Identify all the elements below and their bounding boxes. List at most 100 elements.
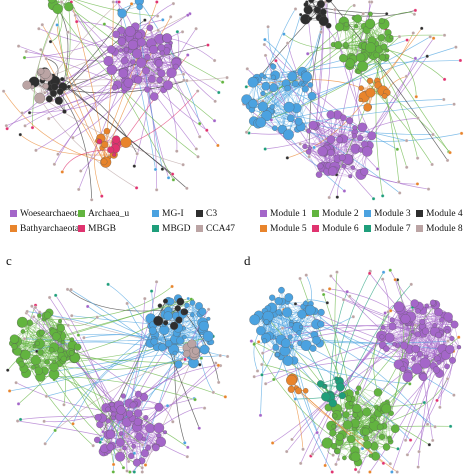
node: [343, 22, 349, 28]
node: [376, 423, 384, 431]
node: [438, 405, 442, 410]
node: [176, 297, 185, 306]
edge: [271, 111, 345, 192]
node: [327, 195, 331, 200]
node: [154, 188, 159, 192]
node: [388, 308, 393, 313]
node: [342, 455, 347, 461]
node: [37, 313, 42, 318]
node: [404, 165, 409, 170]
edge: [350, 325, 416, 440]
edge: [265, 117, 344, 150]
node: [156, 28, 160, 33]
node: [62, 109, 67, 114]
node: [452, 102, 456, 106]
node: [357, 122, 368, 133]
node: [94, 413, 102, 421]
node: [331, 424, 336, 429]
node: [361, 427, 370, 436]
node: [371, 197, 376, 201]
edge: [265, 334, 418, 385]
node: [261, 81, 271, 91]
node: [378, 54, 386, 61]
node: [172, 350, 178, 356]
node: [408, 438, 413, 442]
node: [170, 321, 179, 330]
edge: [358, 316, 449, 473]
node: [321, 288, 325, 292]
node: [336, 457, 341, 462]
node: [186, 445, 190, 450]
node: [125, 469, 129, 473]
node: [317, 320, 325, 328]
node: [317, 146, 328, 157]
node: [172, 63, 179, 70]
edge: [270, 110, 407, 141]
node: [445, 377, 450, 381]
node: [295, 387, 302, 395]
node: [426, 187, 431, 191]
node: [149, 45, 159, 55]
legend-label: Module 7: [374, 224, 411, 234]
node: [133, 409, 143, 418]
node: [22, 55, 27, 60]
node: [45, 95, 53, 103]
edge: [392, 325, 435, 327]
node: [352, 3, 356, 8]
node: [16, 316, 28, 328]
edge: [336, 148, 356, 198]
node: [52, 162, 57, 167]
legend-swatch: [312, 225, 319, 232]
node: [397, 34, 402, 39]
edge: [102, 300, 166, 432]
node: [263, 53, 268, 58]
node: [82, 335, 86, 340]
node: [140, 470, 144, 474]
node: [416, 465, 420, 469]
node: [419, 357, 431, 369]
legend-swatch: [152, 225, 159, 232]
node: [272, 377, 276, 382]
node: [166, 67, 177, 78]
edge: [329, 271, 371, 398]
node: [342, 411, 350, 419]
edge: [135, 426, 143, 473]
node: [351, 133, 358, 139]
node: [255, 117, 267, 128]
node: [413, 8, 418, 13]
node: [213, 99, 217, 104]
edge: [267, 26, 306, 83]
edge: [20, 134, 114, 156]
edge: [358, 312, 386, 389]
node: [125, 434, 129, 439]
nodes: [1, 0, 464, 474]
node: [445, 158, 450, 163]
node: [315, 430, 319, 435]
edge: [174, 313, 201, 354]
node: [335, 22, 344, 32]
node: [216, 143, 220, 148]
legend-label: Archaea_u: [88, 209, 129, 219]
node: [357, 60, 369, 72]
node: [18, 132, 23, 137]
node: [274, 58, 278, 63]
node: [317, 162, 324, 170]
node: [369, 0, 374, 4]
node: [117, 8, 127, 19]
node: [275, 352, 281, 357]
node: [106, 282, 110, 287]
node: [260, 90, 266, 96]
edge: [305, 0, 316, 5]
node: [118, 448, 123, 452]
node: [171, 178, 176, 182]
node: [301, 447, 305, 452]
node: [352, 403, 362, 414]
node: [34, 92, 46, 104]
node: [412, 12, 417, 17]
node: [140, 465, 144, 470]
edge: [55, 295, 114, 419]
node: [249, 339, 254, 343]
legend-label: MBGD: [162, 224, 191, 234]
edge: [271, 14, 302, 112]
node: [60, 355, 67, 363]
